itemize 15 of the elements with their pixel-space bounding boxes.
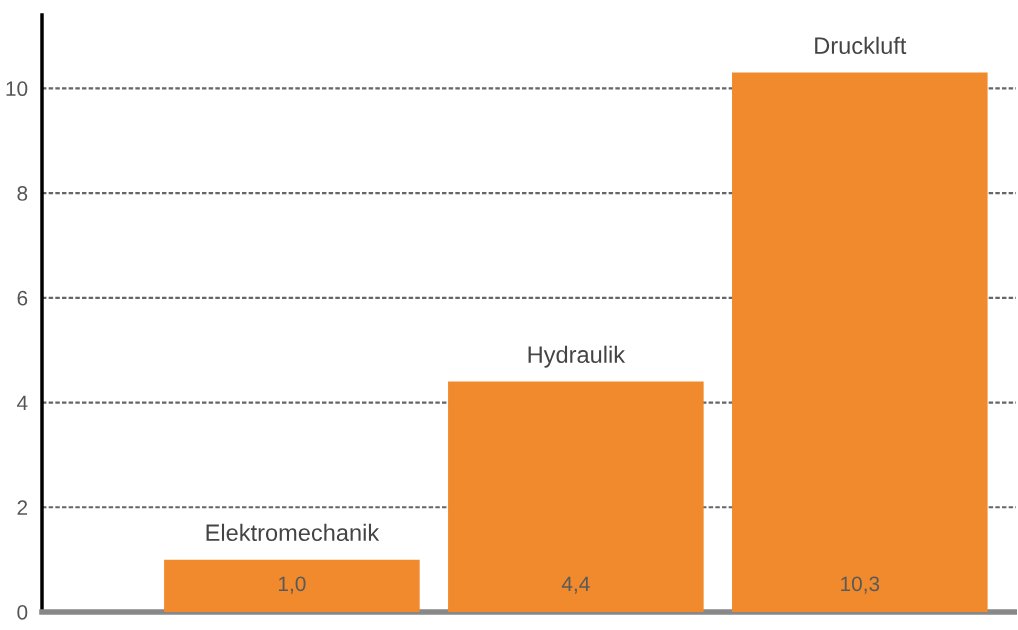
- y-tick-label: 10: [6, 81, 28, 97]
- y-tick-label: 6: [17, 290, 28, 306]
- bar: [164, 559, 420, 612]
- bar: [448, 381, 704, 612]
- y-tick-label: 4: [17, 395, 28, 411]
- data-label: 4,4: [561, 576, 590, 594]
- y-tick-label: 8: [17, 186, 28, 201]
- data-label: 1,0: [279, 576, 306, 594]
- x-tick-label: Elektromechanik: [206, 523, 380, 542]
- y-tick-label: 2: [17, 500, 28, 515]
- x-tick-label: Hydraulik: [528, 345, 626, 368]
- data-label: 10,3: [841, 576, 880, 594]
- bar: [732, 72, 988, 612]
- y-tick-label: 0: [17, 605, 28, 620]
- x-tick-label: Druckluft: [815, 36, 907, 55]
